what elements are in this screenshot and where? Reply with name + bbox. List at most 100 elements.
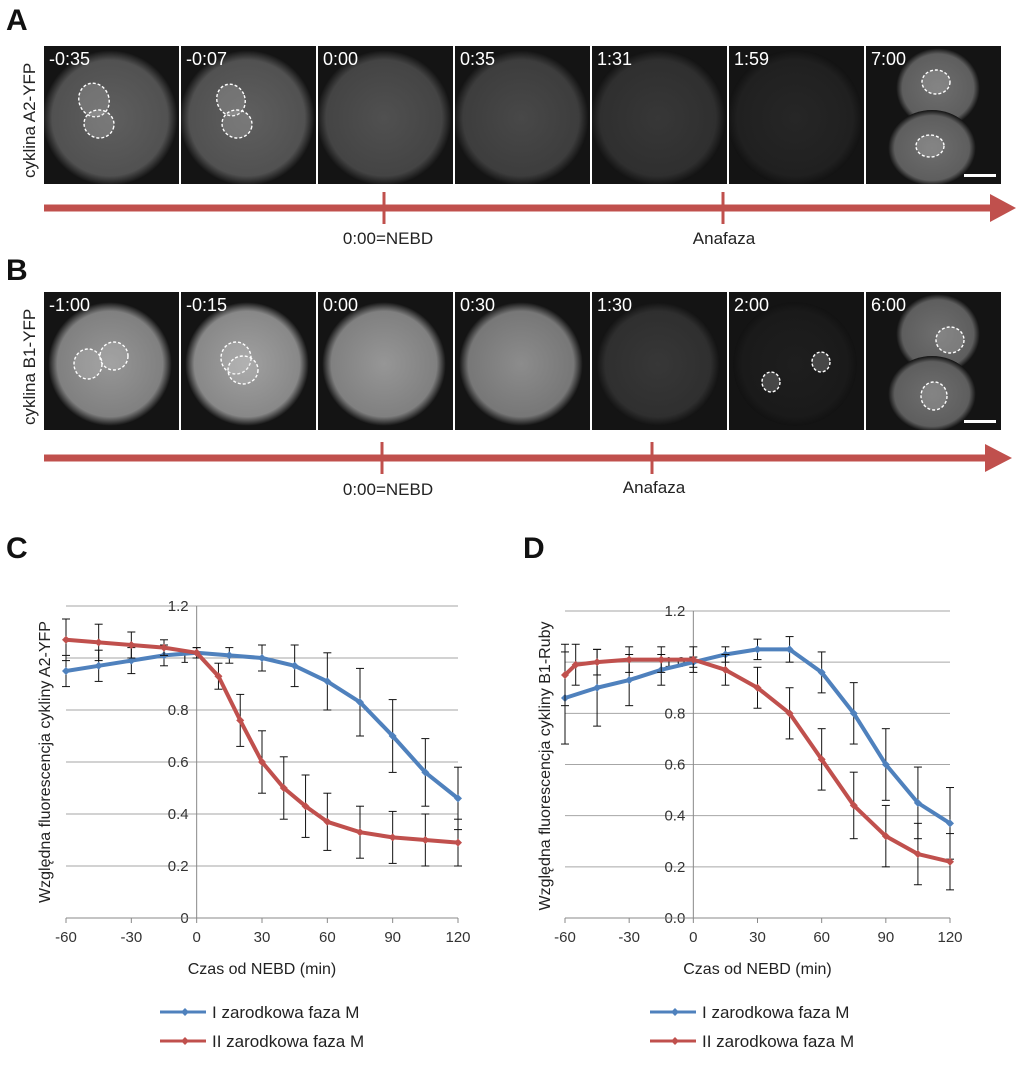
- data-point: [689, 655, 698, 664]
- y-tick-label: 0.2: [168, 858, 189, 875]
- x-tick-label: 90: [384, 929, 401, 946]
- y-tick-label: 1.2: [664, 603, 685, 620]
- data-point: [625, 655, 634, 664]
- x-tick-label: 120: [937, 929, 962, 946]
- data-point: [561, 670, 569, 679]
- data-point: [290, 661, 299, 670]
- data-point: [913, 798, 922, 807]
- data-point: [323, 677, 332, 686]
- timeline-b-label-anafaza: Anafaza: [622, 478, 686, 497]
- data-point: [785, 709, 794, 718]
- image-strip-a: -0:35 -0:07 0:00 0:35 1:31 1:59 7:00: [44, 46, 1003, 184]
- y-tick-label: 0.2: [664, 859, 685, 876]
- x-tick-label: 60: [319, 929, 336, 946]
- x-axis-title: Czas od NEBD (min): [188, 961, 336, 978]
- y-tick-label: 0.6: [664, 757, 685, 774]
- data-point: [454, 838, 462, 847]
- x-tick-label: 30: [749, 929, 766, 946]
- data-point: [62, 667, 70, 675]
- panel-letter-b: B: [6, 254, 28, 287]
- timeline-a: [44, 192, 1016, 224]
- x-tick-label: -30: [618, 929, 640, 946]
- timeline-a-label-nebd: 0:00=NEBD: [342, 229, 434, 248]
- data-point: [849, 801, 858, 810]
- timeline-b-arrowhead: [985, 444, 1012, 472]
- data-point: [421, 768, 430, 777]
- x-tick-label: 0: [689, 929, 697, 946]
- data-point: [94, 638, 103, 647]
- data-point: [753, 645, 762, 654]
- data-point: [421, 836, 430, 844]
- data-point: [323, 817, 332, 826]
- data-point: [721, 665, 730, 674]
- data-point: [785, 645, 794, 654]
- data-point: [356, 698, 364, 707]
- x-tick-label: 60: [813, 929, 830, 946]
- data-point: [593, 658, 602, 667]
- legend-label: I zarodkowa faza M: [212, 1003, 359, 1022]
- y-tick-label: 0.8: [664, 705, 685, 722]
- frame-b-6: 6:00: [866, 292, 1001, 430]
- frame-b-0: -1:00: [44, 292, 179, 430]
- data-point: [192, 648, 201, 657]
- legend-entry-1: I zarodkowa faza M: [160, 1003, 359, 1022]
- x-tick-label: 90: [877, 929, 894, 946]
- x-tick-label: -60: [55, 929, 77, 946]
- x-tick-label: 0: [192, 929, 200, 946]
- x-tick-label: -60: [554, 929, 576, 946]
- data-point: [657, 655, 666, 664]
- y-tick-label: 0.4: [664, 808, 685, 825]
- x-tick-label: 30: [254, 929, 271, 946]
- legend-entry-2: II zarodkowa faza M: [650, 1032, 854, 1051]
- data-point: [160, 643, 168, 652]
- data-point: [301, 802, 310, 811]
- frame-b-5: 2:00: [729, 292, 864, 430]
- data-point: [913, 850, 922, 859]
- data-point: [279, 784, 288, 792]
- frame-b-4: 1:30: [592, 292, 727, 430]
- frame-b-3: 0:30: [455, 292, 590, 430]
- data-point: [625, 676, 634, 685]
- data-point: [571, 660, 580, 669]
- data-point: [62, 635, 70, 644]
- y-tick-label: 0.4: [168, 806, 189, 823]
- data-point: [946, 819, 954, 828]
- data-point: [946, 857, 954, 866]
- data-point: [225, 651, 234, 660]
- frame-a-0: -0:35: [44, 46, 179, 184]
- series-2: [561, 643, 954, 891]
- timeline-b-label-nebd: 0:00=NEBD: [342, 480, 434, 499]
- data-point: [388, 833, 397, 842]
- frame-a-3: 0:35: [455, 46, 590, 184]
- data-point: [593, 683, 602, 692]
- data-point: [817, 668, 826, 677]
- frame-b-1: -0:15: [181, 292, 316, 430]
- frame-a-2: 0:00: [318, 46, 453, 184]
- data-point: [849, 709, 858, 718]
- x-axis-title: Czas od NEBD (min): [683, 961, 831, 978]
- timeline-b: [44, 442, 1012, 474]
- data-point: [388, 732, 397, 740]
- panel-letter-a: A: [6, 4, 28, 37]
- y-axis-title: Względna fluorescencja cykliny B1-Ruby: [537, 621, 554, 910]
- data-point: [214, 672, 223, 681]
- data-point: [454, 794, 462, 803]
- y-axis-title: Względna fluorescencja cykliny A2-YFP: [37, 621, 54, 903]
- data-point: [753, 683, 762, 692]
- y-tick-label: 1.2: [168, 598, 189, 615]
- data-point: [356, 828, 364, 837]
- image-strip-b: -1:00 -0:15 0:00 0:30 1:30 2:00 6:00: [44, 292, 1003, 430]
- frame-b-2: 0:00: [318, 292, 453, 430]
- frame-a-5: 1:59: [729, 46, 864, 184]
- series-line: [563, 657, 951, 864]
- frame-a-6: 7:00: [866, 46, 1001, 184]
- data-point: [881, 832, 890, 841]
- data-point: [881, 760, 890, 769]
- series-2: [62, 618, 462, 867]
- x-tick-label: 120: [445, 929, 470, 946]
- legend-label: I zarodkowa faza M: [702, 1003, 849, 1022]
- timeline-a-arrowhead: [990, 194, 1016, 222]
- data-point: [236, 716, 245, 725]
- data-point: [258, 758, 266, 766]
